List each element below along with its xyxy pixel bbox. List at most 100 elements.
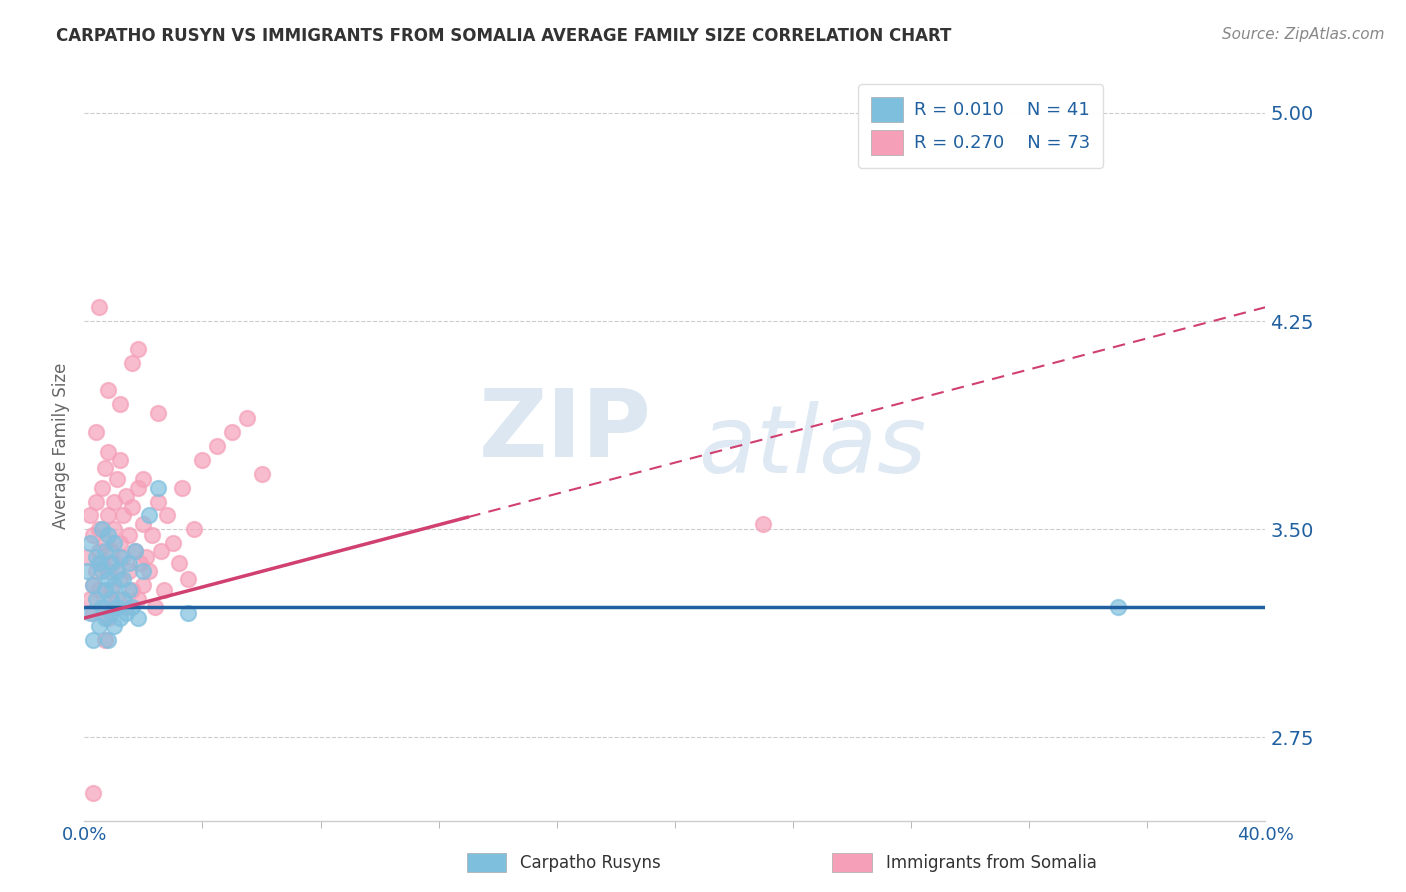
Text: ZIP: ZIP [478,385,651,477]
Point [108,611,131,625]
Point [94,583,117,598]
Point [97,564,120,578]
Point [87,300,111,314]
Point [103,536,125,550]
Point [91,564,114,578]
Point [177,572,200,586]
Point [87,544,111,558]
Point [127,611,149,625]
Point [236,411,259,425]
Point [221,425,243,439]
Point [97,572,120,586]
Point [100,556,122,570]
Point [84,564,107,578]
Point [79,606,101,620]
Point [100,606,122,620]
Point [148,406,170,420]
Point [132,516,155,531]
Point [108,549,131,564]
Point [121,583,143,598]
Point [170,481,193,495]
Point [127,481,149,495]
Point [84,549,107,564]
Point [105,599,128,614]
Point [82,578,104,592]
Point [103,619,125,633]
Text: CARPATHO RUSYN VS IMMIGRANTS FROM SOMALIA AVERAGE FAMILY SIZE CORRELATION CHART: CARPATHO RUSYN VS IMMIGRANTS FROM SOMALI… [56,27,952,45]
Point [84,425,107,439]
Point [111,508,134,523]
Point [177,606,200,620]
Point [105,564,128,578]
Point [114,489,136,503]
Point [82,786,104,800]
Point [138,508,160,523]
Point [103,556,125,570]
Point [135,549,157,564]
Point [121,500,143,514]
Point [108,453,131,467]
Point [79,591,101,606]
Point [132,578,155,592]
Point [150,544,173,558]
Point [100,591,122,606]
Point [94,611,117,625]
Point [87,619,111,633]
Point [132,472,155,486]
Point [76,549,98,564]
Point [103,522,125,536]
Point [108,536,131,550]
Point [94,544,117,558]
Point [76,564,98,578]
Point [97,611,120,625]
Point [108,397,131,411]
Point [129,556,152,570]
Point [105,591,128,606]
Point [97,508,120,523]
Point [148,494,170,508]
Point [94,599,117,614]
Point [118,528,141,542]
Point [124,544,146,558]
Text: Carpatho Rusyns: Carpatho Rusyns [520,854,661,871]
Point [132,564,155,578]
Point [100,583,122,598]
Point [250,467,273,481]
Point [127,591,149,606]
Point [97,633,120,648]
Legend: R = 0.010    N = 41, R = 0.270    N = 73: R = 0.010 N = 41, R = 0.270 N = 73 [858,84,1102,168]
Point [87,583,111,598]
Point [111,572,134,586]
Point [94,536,117,550]
Point [118,564,141,578]
Point [82,633,104,648]
Point [121,599,143,614]
Point [94,633,117,648]
Point [84,494,107,508]
Point [752,516,775,531]
Y-axis label: Average Family Size: Average Family Size [52,363,70,529]
Text: Immigrants from Somalia: Immigrants from Somalia [886,854,1097,871]
Point [82,606,104,620]
Point [167,556,190,570]
Point [105,472,128,486]
Point [118,583,141,598]
Point [207,439,229,453]
Point [124,544,146,558]
Point [121,356,143,370]
Point [87,556,111,570]
Point [183,522,205,536]
Point [114,606,136,620]
Point [97,528,120,542]
Point [91,556,114,570]
Text: Source: ZipAtlas.com: Source: ZipAtlas.com [1222,27,1385,42]
Point [100,544,122,558]
Point [138,564,160,578]
Point [84,591,107,606]
Point [162,536,184,550]
Point [118,556,141,570]
Point [114,599,136,614]
Point [97,384,120,398]
Point [103,578,125,592]
Point [148,481,170,495]
